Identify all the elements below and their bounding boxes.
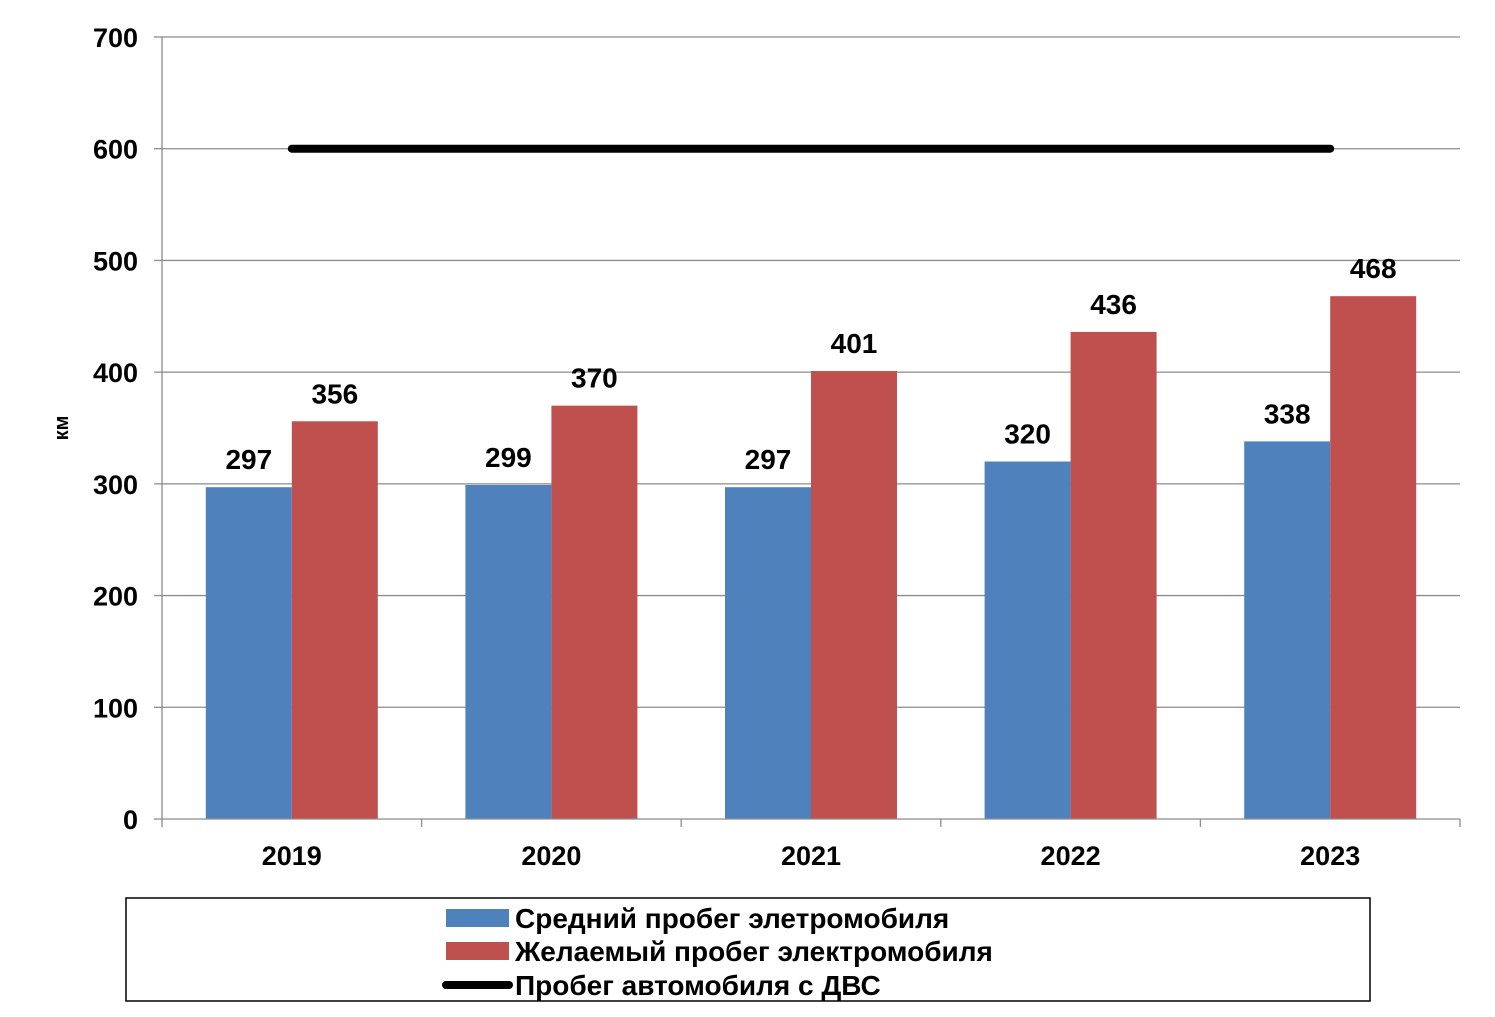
data-label: 356 bbox=[311, 378, 358, 409]
y-tick-label: 200 bbox=[93, 582, 138, 612]
bar bbox=[1070, 331, 1157, 819]
legend-swatch bbox=[446, 909, 509, 927]
x-tick-label: 2023 bbox=[1300, 841, 1360, 871]
bar bbox=[291, 421, 378, 819]
x-tick-label: 2021 bbox=[781, 841, 841, 871]
y-tick-label: 600 bbox=[93, 135, 138, 165]
x-axis-ticks: 2019 2020 2021 2022 2023 bbox=[161, 819, 1461, 871]
y-axis-ticks: 0 100 200 300 400 500 600 700 bbox=[93, 23, 162, 835]
data-label: 370 bbox=[571, 363, 618, 394]
data-label: 436 bbox=[1090, 289, 1137, 320]
data-label: 320 bbox=[1004, 419, 1051, 450]
bar bbox=[811, 371, 897, 819]
y-tick-label: 400 bbox=[93, 358, 138, 388]
data-labels: 297 299 297 320 338 356 370 401 436 468 bbox=[225, 253, 1396, 475]
bar bbox=[1330, 296, 1417, 820]
legend-box bbox=[125, 897, 1371, 1002]
data-label: 401 bbox=[831, 328, 878, 359]
x-tick-label: 2022 bbox=[1041, 841, 1101, 871]
data-label: 468 bbox=[1350, 253, 1397, 284]
y-tick-label: 300 bbox=[93, 470, 138, 500]
y-tick-label: 500 bbox=[93, 246, 138, 276]
bar bbox=[1244, 441, 1331, 819]
x-tick-label: 2020 bbox=[521, 841, 581, 871]
data-label: 338 bbox=[1264, 398, 1311, 429]
bars bbox=[205, 296, 1417, 820]
legend-label: Пробег автомобиля с ДВС bbox=[515, 970, 881, 1001]
x-tick-label: 2019 bbox=[262, 841, 322, 871]
bar bbox=[551, 405, 638, 819]
y-tick-label: 0 bbox=[123, 805, 138, 835]
data-label: 299 bbox=[485, 442, 532, 473]
y-tick-label: 700 bbox=[93, 23, 138, 53]
bar bbox=[725, 487, 811, 819]
bar bbox=[984, 461, 1071, 819]
legend-swatch bbox=[446, 942, 509, 960]
bar bbox=[205, 487, 292, 819]
y-tick-label: 100 bbox=[93, 693, 138, 723]
data-label: 297 bbox=[745, 444, 792, 475]
legend-label: Желаемый пробег электромобиля bbox=[514, 936, 993, 967]
axes bbox=[161, 37, 1460, 820]
legend-label: Средний пробег элетромобиля bbox=[515, 903, 949, 934]
data-label: 297 bbox=[225, 444, 272, 475]
bar bbox=[465, 484, 552, 819]
y-axis-title: км bbox=[51, 416, 73, 441]
